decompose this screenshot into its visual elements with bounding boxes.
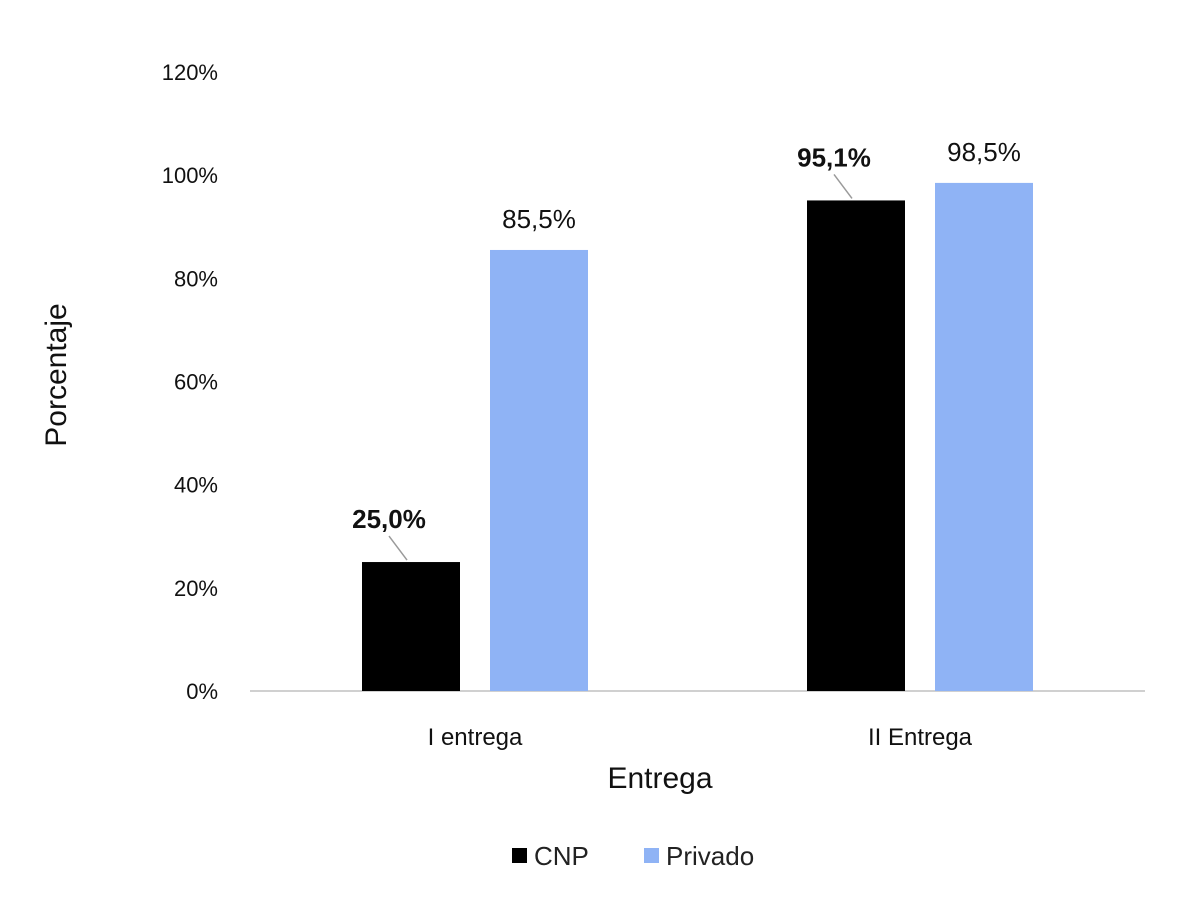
y-tick-label: 120%: [162, 60, 218, 85]
y-tick-label: 100%: [162, 163, 218, 188]
bar-privado-1: [490, 249, 588, 691]
x-axis-category-labels: I entrega II Entrega: [428, 724, 973, 751]
y-tick-label: 40%: [174, 473, 218, 498]
legend-swatch-privado: [644, 848, 659, 863]
legend-label-privado: Privado: [666, 841, 754, 871]
legend-swatch-cnp: [512, 848, 527, 863]
x-axis-title: Entrega: [607, 762, 712, 795]
data-label-privado-1: 85,5%: [502, 204, 576, 234]
y-axis-ticks: 0% 20% 40% 60% 80% 100% 120%: [162, 60, 218, 704]
leader-line: [833, 173, 853, 199]
bars: [362, 182, 1033, 691]
data-label-cnp-1: 25,0%: [352, 504, 426, 534]
legend: CNP Privado: [512, 841, 754, 871]
data-labels: 25,0% 85,5% 95,1% 98,5%: [352, 137, 1021, 534]
x-category-label: II Entrega: [868, 724, 973, 751]
data-label-cnp-2: 95,1%: [797, 142, 871, 172]
label-leader-lines: [388, 173, 853, 561]
y-tick-label: 0%: [186, 679, 218, 704]
x-category-label: I entrega: [428, 724, 523, 751]
bar-privado-2: [935, 182, 1033, 691]
y-tick-label: 20%: [174, 576, 218, 601]
y-axis-title: Porcentaje: [40, 303, 73, 446]
data-label-privado-2: 98,5%: [947, 137, 1021, 167]
legend-label-cnp: CNP: [534, 841, 589, 871]
bar-cnp-1: [362, 562, 460, 691]
leader-line: [388, 535, 408, 561]
y-tick-label: 80%: [174, 266, 218, 291]
y-tick-label: 60%: [174, 370, 218, 395]
bar-cnp-2: [807, 200, 905, 691]
